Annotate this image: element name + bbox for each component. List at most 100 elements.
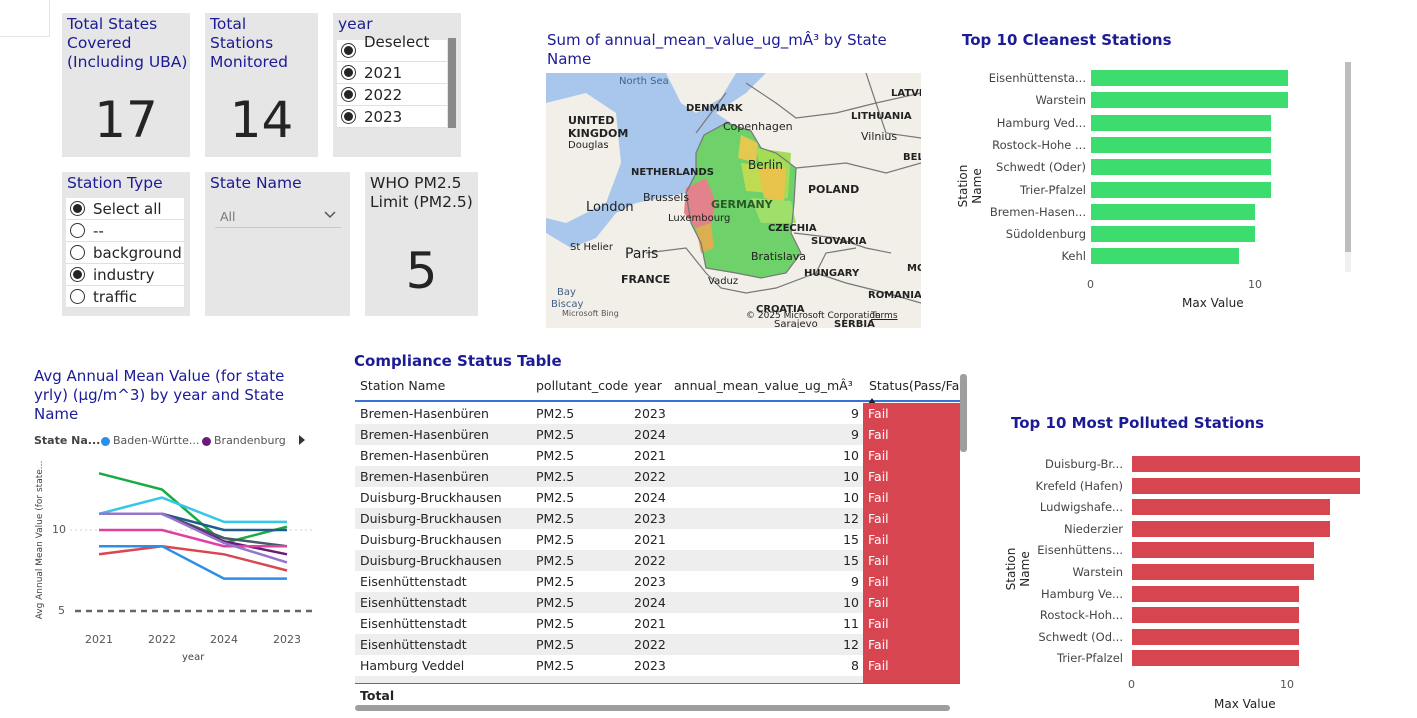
radio-icon[interactable] [70,289,85,304]
series-line[interactable] [99,528,287,548]
bar[interactable] [1132,456,1360,472]
slicer-scrollbar[interactable] [448,38,456,128]
cell-station: Bremen-Hasenbüren [360,469,489,484]
map-copyright: © 2025 Microsoft Corporation [746,311,881,321]
map-label: Vaduz [708,276,739,287]
bar-category-label: Hamburg Ved... [996,115,1086,130]
table-row[interactable]: Bremen-Hasenbüren PM2.5 2024 9 Fail [355,424,960,445]
cell-pollutant: PM2.5 [536,427,575,442]
table-hscroll[interactable] [355,705,950,711]
bar[interactable] [1132,585,1300,602]
table-row[interactable]: Bremen-Hasenbüren PM2.5 2023 9 Fail [355,403,960,424]
radio-icon[interactable] [70,267,85,282]
col-header-value[interactable]: annual_mean_value_ug_mÂ³ [674,378,853,393]
cell-pollutant: PM2.5 [536,406,575,421]
station-type-option-label: industry [93,265,155,284]
bar[interactable] [1132,542,1315,559]
bar-category-label: Duisburg-Br... [1044,457,1123,471]
radio-icon[interactable] [341,109,356,124]
bar[interactable] [1132,520,1330,537]
bar[interactable] [1132,607,1300,624]
map-label: CZECHIA [768,223,817,234]
series-line[interactable] [99,512,288,564]
cell-status: Fail [863,634,960,655]
bar-category-label: Warstein [1072,565,1123,579]
station-type-option[interactable]: traffic [66,286,184,308]
cell-year: 2024 [634,595,666,610]
state-name-slicer: State Name All [205,172,350,316]
year-option[interactable]: 2022 [337,84,447,106]
station-type-option-label: background [93,243,182,262]
bar[interactable] [1091,226,1255,243]
map-label: Paris [625,246,659,262]
bar[interactable] [1132,499,1330,516]
year-option[interactable]: Deselect ... [337,33,447,69]
col-header-station[interactable]: Station Name [360,378,446,393]
col-header-status[interactable]: Status(Pass/Fail) [869,378,960,393]
bar[interactable] [1132,564,1315,580]
bar[interactable] [1091,70,1288,86]
bar[interactable] [1132,477,1360,494]
cell-value: 10 [843,448,859,463]
line-ytick-5: 5 [58,604,65,617]
line-xtick: 2022 [148,633,176,646]
table-row[interactable]: Eisenhüttenstadt PM2.5 2021 11 Fail [355,613,960,634]
table-row[interactable]: Bremen-Hasenbüren PM2.5 2022 10 Fail [355,466,960,487]
bar[interactable] [1091,203,1255,220]
map-label: Copenhagen [723,120,793,133]
radio-icon[interactable] [70,245,85,260]
radio-icon[interactable] [341,43,356,58]
table-row[interactable]: Duisburg-Bruckhausen PM2.5 2024 10 Fail [355,487,960,508]
table-row[interactable]: Hamburg Veddel PM2.5 2023 8 Fail [355,655,960,676]
series-line[interactable] [98,544,288,572]
cleanest-tick-10: 10 [1248,278,1262,291]
line-xtick: 2021 [85,633,113,646]
state-dropdown[interactable]: All [215,204,341,228]
bar[interactable] [1091,181,1272,198]
radio-icon[interactable] [341,87,356,102]
bar-category-label: Eisenhüttensta... [988,71,1086,85]
legend-next-icon[interactable] [298,435,306,448]
station-type-slicer: Station Type Select all -- background indus… [62,172,190,316]
bar[interactable] [1091,92,1288,109]
table-row[interactable]: Duisburg-Bruckhausen PM2.5 2022 15 Fail [355,550,960,571]
legend-item[interactable]: Baden-Württe... [113,434,200,447]
year-option[interactable]: 2021 [337,62,447,84]
series-line[interactable] [98,496,287,524]
radio-icon[interactable] [70,201,85,216]
cell-status: Fail [863,403,960,424]
bar[interactable] [1132,650,1300,667]
station-type-option[interactable]: industry [66,264,184,286]
col-header-year[interactable]: year [634,378,662,393]
legend-item[interactable]: Brandenburg [214,434,286,447]
cleanest-scrollbar[interactable] [1345,62,1351,272]
col-header-pollutant[interactable]: pollutant_code [536,378,629,393]
map-terms-link[interactable]: Terms [871,311,898,321]
radio-icon[interactable] [70,223,85,238]
station-type-option[interactable]: Select all [66,198,184,220]
table-row[interactable]: Bremen-Hasenbüren PM2.5 2021 10 Fail [355,445,960,466]
series-line[interactable] [99,544,287,580]
station-type-option[interactable]: -- [66,220,184,242]
page-corner-box [0,0,50,37]
table-row[interactable]: Duisburg-Bruckhausen PM2.5 2023 12 Fail [355,508,960,529]
map-label: BEL [903,152,921,163]
bar[interactable] [1091,114,1272,131]
series-line[interactable] [98,472,288,545]
state-map[interactable]: North Sea DENMARK LATVI UNITED KINGDOM C… [546,73,921,328]
station-type-option[interactable]: background [66,242,184,264]
bar[interactable] [1091,159,1272,176]
year-option[interactable]: 2023 [337,106,447,128]
cell-value: 9 [851,427,859,442]
bar[interactable] [1132,628,1300,645]
table-vscroll[interactable] [960,374,967,452]
bar[interactable] [1091,136,1272,153]
cell-station: Eisenhüttenstadt [360,595,467,610]
table-row[interactable]: Eisenhüttenstadt PM2.5 2022 12 Fail [355,634,960,655]
bar[interactable] [1091,248,1239,265]
table-row[interactable]: Duisburg-Bruckhausen PM2.5 2021 15 Fail [355,529,960,550]
table-row[interactable]: Eisenhüttenstadt PM2.5 2023 9 Fail [355,571,960,592]
cell-year: 2023 [634,574,666,589]
table-row[interactable]: Eisenhüttenstadt PM2.5 2024 10 Fail [355,592,960,613]
radio-icon[interactable] [341,65,356,80]
